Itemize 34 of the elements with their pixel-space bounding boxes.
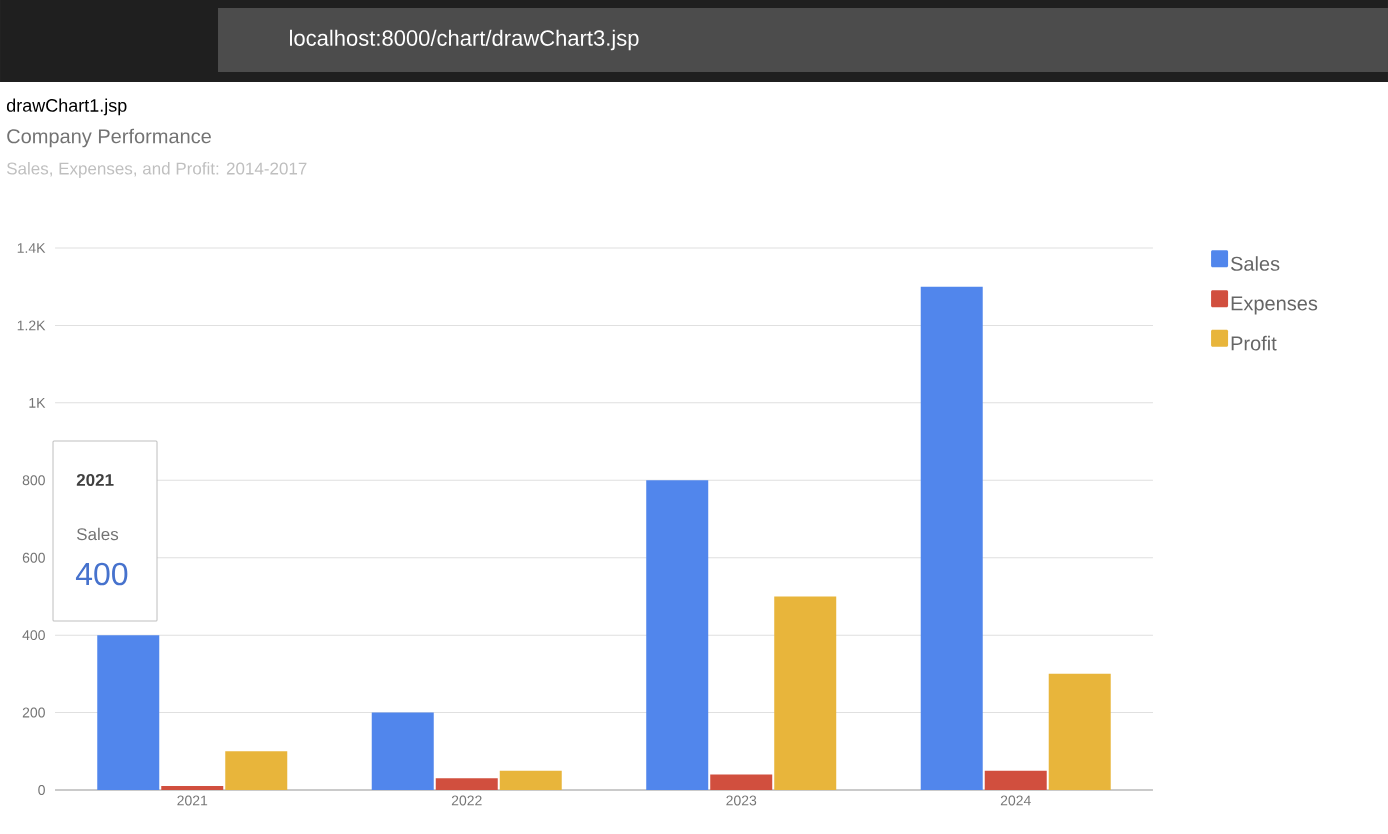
bar xyxy=(499,770,562,790)
y-tick-label: 400 xyxy=(22,630,45,641)
x-tick-label: 2021 xyxy=(177,795,208,806)
x-tick-label: 2023 xyxy=(726,795,757,806)
legend-label: Expenses xyxy=(1231,296,1318,315)
bar xyxy=(646,480,709,790)
chart-subtitle: Sales, Expenses, and Profit: 2014-2017 xyxy=(6,162,307,178)
text: drawChart1.jsp xyxy=(6,98,127,116)
x-tick-label: 2022 xyxy=(451,795,482,806)
bar xyxy=(161,786,224,790)
y-tick-label: 800 xyxy=(22,475,45,486)
chart-title: Company Performance xyxy=(7,128,211,148)
legend-label: Profit xyxy=(1231,335,1277,351)
bar xyxy=(435,778,498,790)
bar xyxy=(984,770,1047,790)
y-tick-label: 1K xyxy=(29,398,46,408)
bar xyxy=(710,774,773,790)
y-tick-label: 1.2K xyxy=(17,320,46,331)
bar xyxy=(774,596,837,790)
y-tick-label: 600 xyxy=(22,552,45,563)
bar xyxy=(920,286,983,790)
x-tick-label: 2024 xyxy=(1000,795,1031,806)
bar xyxy=(371,712,434,790)
annotation: 2021 xyxy=(76,473,114,487)
annotation: Sales xyxy=(76,527,119,541)
legend-label: Sales xyxy=(1230,256,1280,271)
y-tick-label: 200 xyxy=(22,707,45,718)
annotation: 400 xyxy=(75,562,128,586)
bar xyxy=(97,635,160,790)
text: localhost:8000/chart/drawChart3.jsp xyxy=(290,29,639,51)
y-tick-label: 0 xyxy=(38,785,45,795)
bar xyxy=(1048,673,1111,790)
y-tick-label: 1.4K xyxy=(17,243,46,253)
bar xyxy=(225,751,288,790)
